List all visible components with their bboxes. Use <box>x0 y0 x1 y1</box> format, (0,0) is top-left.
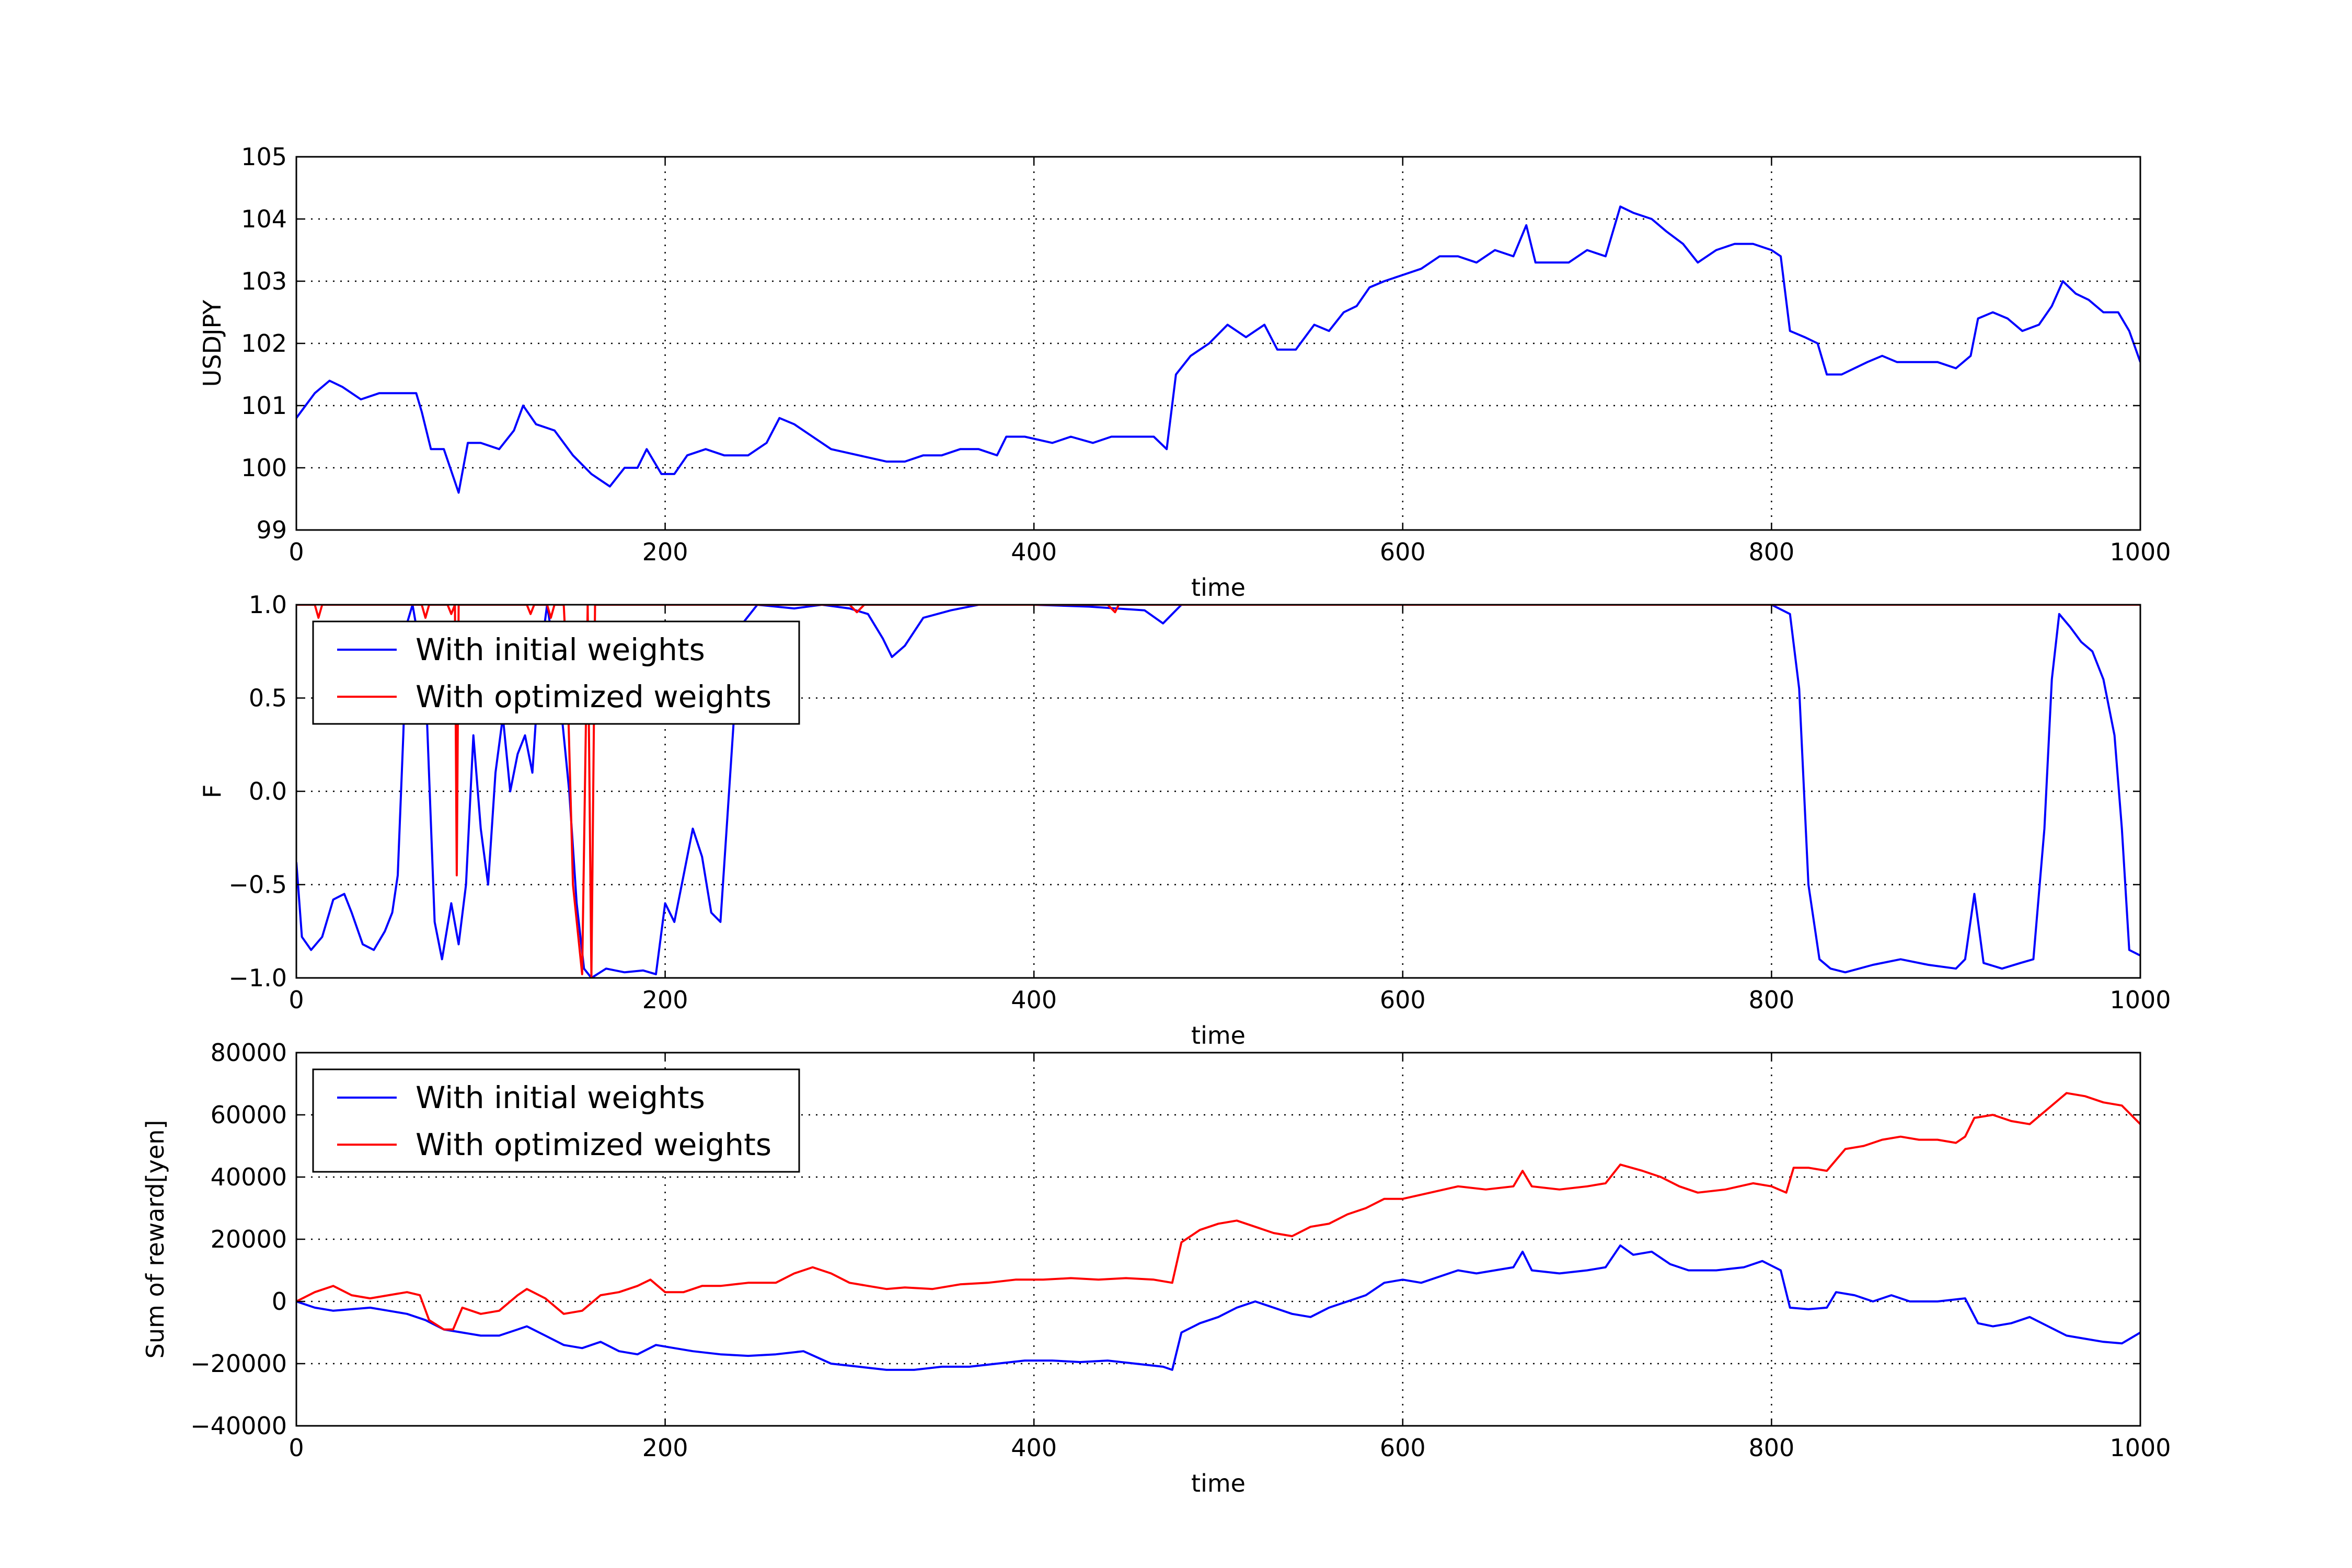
x-tick-label: 400 <box>1011 1434 1057 1462</box>
x-axis-label: time <box>1191 573 1246 602</box>
x-tick-label: 1000 <box>2109 1434 2171 1462</box>
y-tick-label: 99 <box>256 516 287 544</box>
x-tick-label: 200 <box>642 986 688 1014</box>
x-tick-label: 200 <box>642 538 688 566</box>
legend-entry-label: With optimized weights <box>416 679 771 714</box>
y-tick-label: −20000 <box>190 1350 287 1378</box>
y-tick-label: 0.0 <box>249 777 287 805</box>
x-tick-label: 1000 <box>2109 538 2171 566</box>
y-axis-label: Sum of reward[yen] <box>141 1120 169 1359</box>
y-tick-label: −0.5 <box>228 871 287 899</box>
x-tick-label: 200 <box>642 1434 688 1462</box>
y-axis-label: F <box>198 785 226 798</box>
x-tick-label: 800 <box>1748 986 1794 1014</box>
x-tick-label: 800 <box>1748 1434 1794 1462</box>
y-tick-label: 101 <box>241 391 287 420</box>
grid <box>296 157 2140 530</box>
y-tick-label: 80000 <box>211 1039 287 1067</box>
legend-box <box>312 1068 800 1173</box>
legend-box <box>312 620 800 725</box>
legend-entry-label: With optimized weights <box>416 1127 771 1162</box>
chart-panel-3: 0 200 400 600 800 1000 −40000 −20000 0 20000 40000… <box>141 1039 2171 1497</box>
x-tick-label: 400 <box>1011 986 1057 1014</box>
y-tick-label: 1.0 <box>249 591 287 619</box>
legend-entry-label: With initial weights <box>416 632 705 667</box>
y-tick-label: 105 <box>241 143 287 171</box>
x-tick-label: 0 <box>289 538 304 566</box>
series-line-initial-weights <box>296 1244 2140 1371</box>
legend: With initial weights With optimized weigh… <box>312 620 800 725</box>
x-tick-label: 1000 <box>2109 986 2171 1014</box>
y-axis-label: USDJPY <box>198 299 226 387</box>
x-tick-label: 600 <box>1380 538 1426 566</box>
y-tick-label: 100 <box>241 454 287 482</box>
x-tick-label: 600 <box>1380 1434 1426 1462</box>
series-line-optimized-weights <box>296 605 2140 978</box>
y-tick-label: 40000 <box>211 1163 287 1191</box>
y-tick-label: 104 <box>241 205 287 233</box>
y-tick-label: −1.0 <box>228 964 287 992</box>
chart-panel-2: 0 200 400 600 800 1000 −1.0 −0.5 0.0 0.5 1.0 time F W… <box>198 591 2171 1050</box>
y-tick-label: 0 <box>272 1287 287 1316</box>
x-axis-label: time <box>1191 1021 1246 1050</box>
y-tick-label: −40000 <box>190 1412 287 1440</box>
legend: With initial weights With optimized weigh… <box>312 1068 800 1173</box>
x-tick-label: 0 <box>289 1434 304 1462</box>
x-tick-label: 800 <box>1748 538 1794 566</box>
y-tick-label: 103 <box>241 267 287 295</box>
series-line-optimized-weights <box>296 1092 2140 1331</box>
y-tick-label: 20000 <box>211 1225 287 1253</box>
x-axis-label: time <box>1191 1469 1246 1497</box>
chart-panel-1: 0 200 400 600 800 1000 99 100 101 102 103 104 105 tim… <box>198 143 2171 602</box>
y-tick-label: 0.5 <box>249 684 287 712</box>
y-tick-label: 102 <box>241 329 287 358</box>
y-tick-label: 60000 <box>211 1101 287 1129</box>
legend-entry-label: With initial weights <box>416 1080 705 1115</box>
series-line-initial-weights <box>296 205 2140 494</box>
series-line-initial-weights <box>296 605 2140 978</box>
x-tick-label: 400 <box>1011 538 1057 566</box>
x-tick-label: 600 <box>1380 986 1426 1014</box>
x-tick-label: 0 <box>289 986 304 1014</box>
